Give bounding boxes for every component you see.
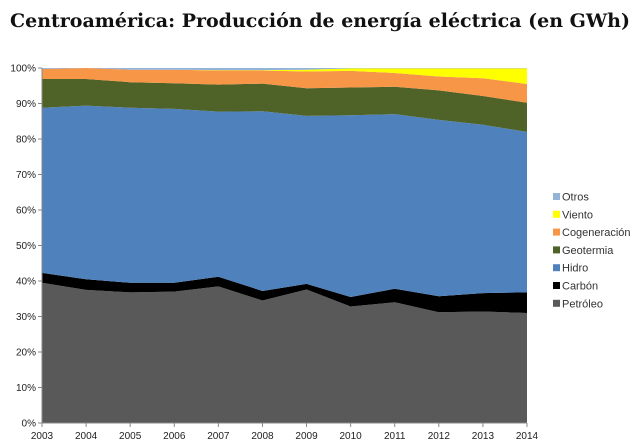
y-tick-label: 60%: [16, 206, 36, 217]
y-tick-label: 0%: [22, 419, 37, 430]
legend-swatch: [553, 210, 560, 218]
y-axis-ticks: 0% 10% 20% 30% 40% 50% 60% 70% 80% 90% 100%: [10, 64, 42, 430]
legend: Otros Viento Cogeneración Geotermia Hidro Car…: [553, 192, 631, 310]
area-viento: [42, 68, 527, 84]
y-tick-label: 30%: [16, 312, 36, 323]
x-axis-ticks: 2003 2004 2005 2006 2007 2008 2009 2010 2011 2012…: [31, 423, 539, 442]
area-cogeneracion: [42, 68, 527, 103]
x-tick-label: 2011: [384, 431, 406, 442]
legend-label: Petróleo: [562, 298, 603, 310]
area-hidro: [42, 105, 527, 297]
y-tick-label: 80%: [16, 135, 36, 146]
x-tick-label: 2007: [207, 431, 230, 442]
x-tick-label: 2006: [163, 431, 186, 442]
x-tick-label: 2003: [31, 431, 54, 442]
x-tick-label: 2012: [428, 431, 451, 442]
x-tick-label: 2005: [119, 431, 142, 442]
x-tick-label: 2008: [251, 431, 274, 442]
legend-label: Viento: [562, 209, 593, 221]
y-tick-label: 50%: [16, 241, 36, 252]
x-tick-label: 2013: [472, 431, 495, 442]
legend-swatch: [553, 282, 560, 289]
x-tick-label: 2009: [295, 431, 318, 442]
area-otros: [42, 68, 527, 71]
area-carbon: [42, 272, 527, 313]
y-tick-label: 40%: [16, 277, 36, 288]
legend-label: Hidro: [562, 263, 588, 275]
y-tick-label: 10%: [16, 383, 36, 394]
legend-swatch: [553, 264, 560, 272]
y-tick-label: 70%: [16, 170, 36, 181]
y-tick-label: 20%: [16, 348, 36, 359]
legend-label: Carbón: [562, 281, 598, 293]
x-tick-label: 2004: [75, 431, 98, 442]
area-petroleo: [42, 282, 527, 423]
y-tick-label: 90%: [16, 99, 36, 110]
legend-label: Cogeneración: [562, 227, 631, 239]
legend-swatch: [553, 299, 560, 307]
y-tick-label: 100%: [10, 64, 36, 75]
legend-swatch: [553, 228, 560, 236]
chart-title: Centroamérica: Producción de energía elé…: [9, 10, 630, 32]
x-tick-label: 2010: [340, 431, 363, 442]
series-areas: [42, 68, 527, 423]
legend-label: Geotermia: [562, 245, 614, 257]
x-tick-label: 2014: [516, 431, 539, 442]
legend-swatch: [553, 246, 560, 254]
legend-swatch: [553, 193, 560, 200]
area-geotermia: [42, 79, 527, 132]
legend-label: Otros: [562, 192, 589, 204]
